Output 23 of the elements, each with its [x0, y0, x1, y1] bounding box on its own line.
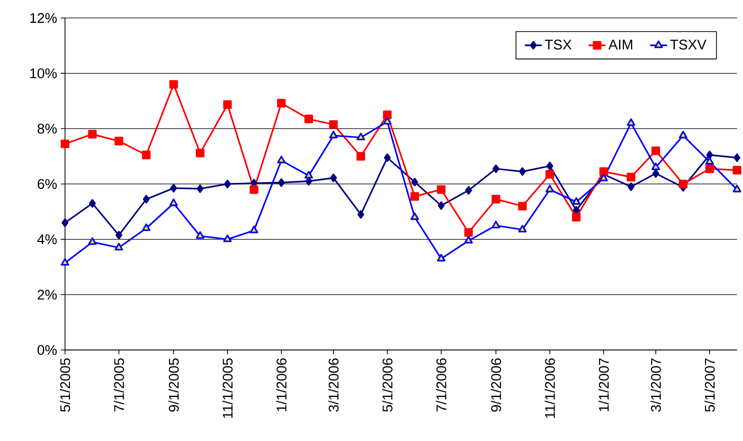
x-tick-label: 3/1/2007: [650, 358, 661, 412]
x-tick-label: 7/1/2005: [114, 358, 124, 412]
legend-label: TSXV: [670, 40, 706, 50]
y-tick-label: 2%: [38, 290, 57, 300]
legend-label: AIM: [608, 40, 632, 50]
x-tick-label: 5/1/2007: [704, 358, 715, 412]
y-tick-label: 6%: [38, 179, 57, 189]
y-tick-label: 4%: [37, 234, 57, 244]
x-tick-label: 3/1/2006: [328, 358, 339, 412]
x-tick-label: 9/1/2005: [168, 358, 179, 412]
y-tick-label: 10%: [30, 68, 57, 78]
legend-label: TSX: [544, 40, 572, 50]
x-tick-label: 11/1/2006: [544, 358, 555, 418]
y-tick-label: 8%: [38, 124, 57, 134]
x-tick-label: 1/1/2007: [598, 358, 609, 412]
x-tick-label: 5/1/2006: [382, 358, 392, 412]
x-tick-label: 11/1/2005: [222, 358, 233, 418]
x-tick-label: 5/1/2005: [60, 358, 70, 412]
x-tick-label: 1/1/2006: [276, 358, 286, 412]
y-tick-label: 0%: [38, 345, 57, 355]
x-tick-label: 9/1/2006: [490, 358, 502, 412]
y-tick-label: 12%: [30, 13, 57, 23]
x-tick-label: 7/1/2006: [436, 358, 446, 412]
